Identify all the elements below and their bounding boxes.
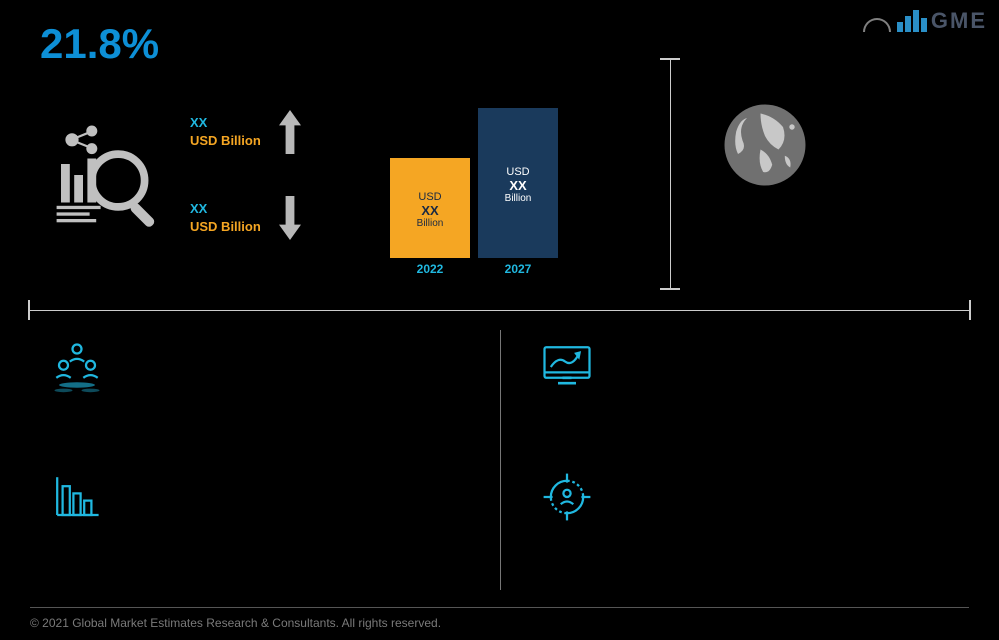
footer-divider — [30, 607, 969, 608]
monitor-trend-icon — [540, 340, 594, 394]
globe-icon — [720, 100, 810, 190]
divider-cap — [660, 288, 680, 290]
logo-bars-icon — [897, 10, 927, 32]
bar-2022-unit: Billion — [417, 218, 444, 229]
estimate-up-xx: XX — [190, 114, 261, 132]
top-vertical-divider — [670, 60, 671, 290]
estimate-up: XX USD Billion — [190, 110, 301, 154]
logo-arc-icon — [863, 18, 891, 32]
target-person-icon — [540, 470, 594, 524]
lower-vertical-divider — [500, 330, 501, 590]
divider-cap — [969, 300, 971, 320]
gme-logo: GME — [863, 8, 987, 34]
bar-year-labels: 2022 2027 — [390, 262, 558, 276]
copyright-text: © 2021 Global Market Estimates Research … — [30, 616, 441, 630]
year-2027: 2027 — [478, 262, 558, 276]
arrow-down-icon — [279, 196, 301, 240]
bar-2022-usd: USD — [418, 191, 441, 203]
year-2022: 2022 — [390, 262, 470, 276]
bar-2027: USD XX Billion — [478, 108, 558, 258]
bar-2027-value: XX — [509, 178, 526, 193]
bar-2027-usd: USD — [506, 166, 529, 178]
bar-chart: USD XX Billion USD XX Billion — [390, 98, 590, 258]
bar-chart-icon — [50, 470, 104, 524]
estimate-down: XX USD Billion — [190, 196, 301, 240]
estimate-down-usd: USD Billion — [190, 218, 261, 236]
people-group-icon — [50, 340, 104, 394]
estimate-down-xx: XX — [190, 200, 261, 218]
bar-2022-value: XX — [421, 203, 438, 218]
horizontal-divider — [30, 310, 969, 311]
bar-2027-unit: Billion — [505, 193, 532, 204]
estimates-block: XX USD Billion XX USD Billion — [190, 110, 301, 282]
cagr-value: 21.8% — [40, 20, 159, 68]
logo-text: GME — [931, 8, 987, 34]
analytics-magnifier-icon — [50, 120, 160, 230]
bar-2022: USD XX Billion — [390, 158, 470, 258]
estimate-up-usd: USD Billion — [190, 132, 261, 150]
arrow-up-icon — [279, 110, 301, 154]
